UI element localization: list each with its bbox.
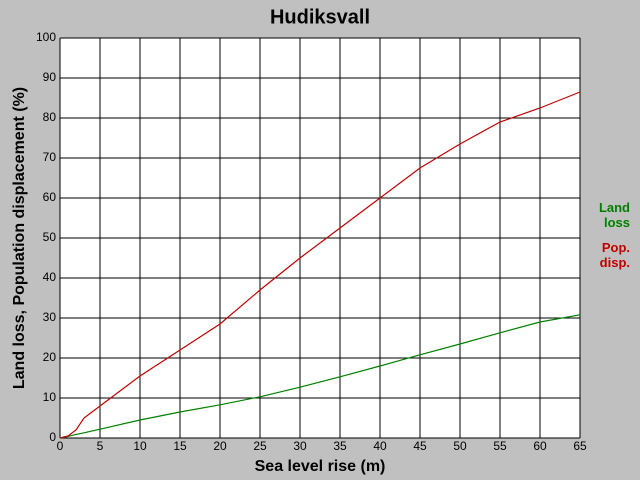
y-tick-label: 70 bbox=[43, 150, 57, 164]
data-line bbox=[59, 91, 581, 439]
y-tick-label: 20 bbox=[43, 350, 57, 364]
x-tick-label: 25 bbox=[253, 439, 267, 453]
y-tick-label: 60 bbox=[43, 190, 57, 204]
data-line bbox=[59, 314, 581, 439]
x-tick-label: 50 bbox=[453, 439, 467, 453]
y-tick-label: 30 bbox=[43, 310, 57, 324]
x-tick-label: 35 bbox=[333, 439, 347, 453]
y-tick-label: 80 bbox=[43, 110, 57, 124]
x-tick-label: 45 bbox=[413, 439, 427, 453]
legend-entry: Land loss bbox=[598, 200, 630, 230]
x-tick-label: 5 bbox=[97, 439, 104, 453]
y-tick-label: 0 bbox=[49, 430, 56, 444]
x-tick-label: 55 bbox=[493, 439, 507, 453]
x-tick-label: 0 bbox=[57, 439, 64, 453]
y-axis-label: Land loss, Population displacement (%) bbox=[11, 87, 28, 389]
x-tick-label: 40 bbox=[373, 439, 387, 453]
y-tick-label: 50 bbox=[43, 230, 57, 244]
legend-entry: Pop. disp. bbox=[599, 240, 630, 270]
y-tick-label: 90 bbox=[43, 70, 57, 84]
x-tick-label: 60 bbox=[533, 439, 547, 453]
y-tick-label: 40 bbox=[43, 270, 57, 284]
x-tick-label: 30 bbox=[293, 439, 307, 453]
x-tick-label: 10 bbox=[133, 439, 147, 453]
x-axis-label: Sea level rise (m) bbox=[255, 458, 386, 475]
y-tick-label: 100 bbox=[36, 30, 56, 44]
x-tick-label: 20 bbox=[213, 439, 227, 453]
x-tick-label: 65 bbox=[573, 439, 587, 453]
y-tick-label: 10 bbox=[43, 390, 57, 404]
chart-title: Hudiksvall bbox=[270, 6, 370, 28]
x-tick-label: 15 bbox=[173, 439, 187, 453]
